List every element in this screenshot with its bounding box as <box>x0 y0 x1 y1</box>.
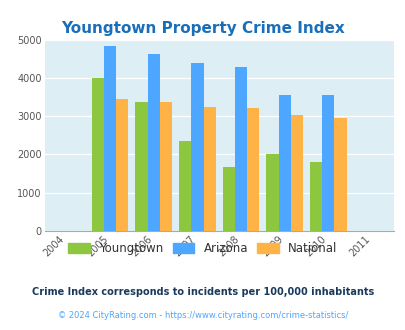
Text: Crime Index corresponds to incidents per 100,000 inhabitants: Crime Index corresponds to incidents per… <box>32 287 373 297</box>
Bar <box>266 154 278 231</box>
Bar <box>290 115 302 231</box>
Bar <box>92 78 104 231</box>
Bar <box>179 141 191 231</box>
Bar <box>191 63 203 231</box>
Bar <box>234 67 247 231</box>
Bar <box>278 95 290 231</box>
Bar <box>247 108 259 231</box>
Bar <box>160 102 172 231</box>
Bar <box>135 102 147 231</box>
Legend: Youngtown, Arizona, National: Youngtown, Arizona, National <box>64 237 341 260</box>
Text: Youngtown Property Crime Index: Youngtown Property Crime Index <box>61 20 344 36</box>
Bar <box>116 99 128 231</box>
Bar <box>203 107 215 231</box>
Bar <box>104 47 116 231</box>
Text: © 2024 CityRating.com - https://www.cityrating.com/crime-statistics/: © 2024 CityRating.com - https://www.city… <box>58 311 347 320</box>
Bar <box>334 118 346 231</box>
Bar <box>222 167 234 231</box>
Bar <box>147 54 160 231</box>
Bar <box>322 95 334 231</box>
Bar <box>309 162 322 231</box>
